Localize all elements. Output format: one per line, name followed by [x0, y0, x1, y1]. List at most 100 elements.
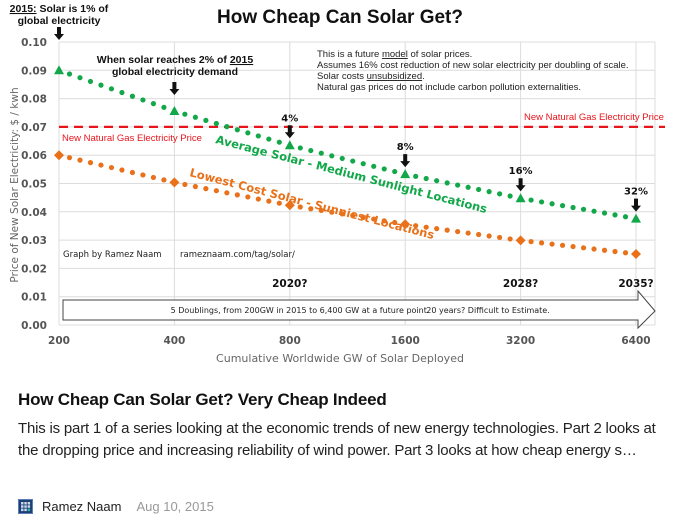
- series-dot: [77, 157, 83, 163]
- series-dot: [234, 127, 240, 133]
- series-dot: [108, 164, 115, 171]
- series-dot: [371, 216, 377, 222]
- series-dot: [559, 203, 566, 209]
- series-dot: [182, 181, 188, 188]
- two-percent-annotation-line1: When solar reaches 2% of 2015: [97, 54, 254, 66]
- series-dot: [601, 210, 608, 216]
- series-dot: [108, 86, 115, 92]
- series-dot: [161, 104, 167, 110]
- series-dot: [266, 198, 272, 204]
- series-dot: [371, 163, 377, 169]
- two-percent-year: 2015: [230, 54, 254, 66]
- series-dot: [98, 162, 104, 168]
- series-dot: [224, 190, 230, 196]
- series-dot: [570, 243, 576, 250]
- data-point-triangle: [169, 106, 180, 116]
- doublings-arrow: [62, 289, 656, 330]
- note-line-1: This is a future model of solar prices.: [317, 49, 472, 60]
- author-name[interactable]: Ramez Naam: [42, 499, 122, 514]
- note-line-4: Natural gas prices do not include carbon…: [317, 82, 581, 93]
- percent-arrow-icon: [284, 125, 295, 139]
- year-label: 2020?: [272, 278, 307, 290]
- series-dot: [392, 168, 398, 175]
- gas-price-label-left: New Natural Gas Electricity Price: [62, 133, 202, 144]
- series-dot: [276, 200, 282, 206]
- series-dot: [559, 242, 566, 248]
- author-avatar-icon[interactable]: [18, 499, 33, 514]
- start-annotation-rest: Solar is 1% of: [37, 3, 109, 15]
- year-label: 2028?: [503, 278, 538, 290]
- x-tick-label: 400: [163, 335, 185, 347]
- y-tick-label: 0.06: [21, 150, 47, 162]
- series-dot: [224, 124, 230, 130]
- article-card[interactable]: How Cheap Can Solar Get? Very Cheap Inde…: [18, 390, 678, 461]
- start-annotation-line1: 2015: Solar is 1% of: [10, 3, 109, 15]
- start-arrow-icon: [54, 27, 64, 40]
- series-dot: [423, 175, 429, 182]
- series-dot: [538, 240, 545, 246]
- series-dot: [87, 78, 94, 85]
- post-date: Aug 10, 2015: [136, 499, 214, 514]
- percent-arrow-icon: [515, 178, 526, 192]
- series-dot: [497, 234, 503, 241]
- series-dot: [350, 213, 356, 219]
- data-point-diamond: [169, 177, 180, 188]
- series-dot: [318, 150, 324, 156]
- series-dot: [213, 188, 219, 194]
- percent-label: 16%: [509, 166, 533, 177]
- series-dot: [444, 227, 450, 233]
- percent-label: 32%: [624, 187, 648, 198]
- series-dot: [434, 178, 440, 184]
- series-dot: [591, 246, 597, 252]
- x-tick-label: 3200: [506, 335, 535, 347]
- model-notes: This is a future model of solar prices. …: [317, 49, 629, 93]
- data-point-diamond: [631, 248, 641, 259]
- series-dot: [87, 160, 94, 166]
- series-dot: [612, 248, 618, 255]
- series-dot: [255, 196, 261, 202]
- series-dot: [203, 186, 209, 192]
- series-dot: [276, 139, 282, 145]
- series-dot: [77, 75, 83, 81]
- data-point-diamond: [54, 150, 64, 161]
- series-dot: [119, 167, 125, 173]
- data-point-triangle: [515, 193, 526, 203]
- article-title[interactable]: How Cheap Can Solar Get? Very Cheap Inde…: [18, 390, 387, 409]
- series-dot: [66, 71, 73, 77]
- percent-annotations: 4% 8% 16% 32%: [54, 27, 648, 212]
- percent-label: 8%: [397, 142, 414, 153]
- series-label-lowest: Lowest Cost Solar - Sunniest Locations: [188, 165, 436, 242]
- series-dot: [129, 169, 136, 176]
- series-dot: [486, 189, 492, 195]
- chart-axes: 0.00 0.01 0.02 0.03 0.04 0.05 0.06 0.07 0.08 0.09…: [21, 37, 651, 347]
- y-axis-label: Price of New Solar Electricity: $ / kwh: [9, 87, 21, 282]
- series-dot: [66, 155, 73, 161]
- series-dot: [486, 233, 492, 239]
- series-dot: [150, 174, 157, 181]
- series-dot: [465, 184, 471, 190]
- series-dot: [119, 89, 125, 96]
- series-dot: [360, 161, 366, 167]
- series-dot: [339, 155, 345, 162]
- series-dot: [413, 173, 419, 179]
- series-dot: [538, 199, 545, 205]
- y-tick-label: 0.08: [21, 94, 47, 106]
- y-tick-label: 0.05: [21, 179, 47, 191]
- series-dot: [150, 101, 157, 107]
- y-tick-label: 0.01: [21, 292, 47, 304]
- data-point-triangle: [284, 140, 295, 150]
- series-dot: [182, 111, 188, 117]
- series-dot: [465, 230, 471, 236]
- series-dot: [213, 120, 219, 127]
- data-point-diamond: [400, 219, 411, 230]
- series-dot: [140, 172, 146, 178]
- doublings-arrow-text-1: 5 Doublings, from 200GW in 2015 to 6,400…: [171, 306, 430, 315]
- series-dot: [381, 166, 387, 172]
- series-dot: [507, 193, 513, 199]
- year-annotations: 2020? 2028? 2035?: [272, 278, 654, 290]
- two-percent-text: When solar reaches 2% of: [97, 54, 230, 66]
- series-dot: [234, 192, 240, 198]
- series-dot: [308, 147, 314, 154]
- series-lowest-cost-solar: [54, 150, 641, 259]
- series-dot: [476, 231, 482, 238]
